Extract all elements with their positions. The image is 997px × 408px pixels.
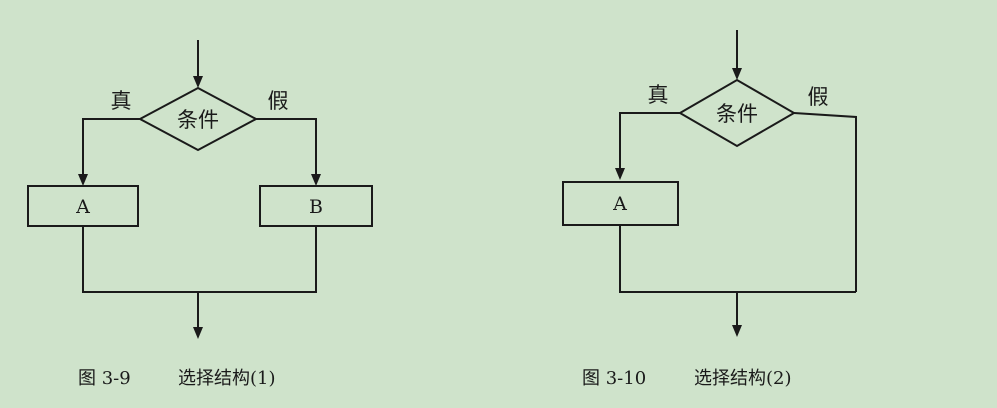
fig2-true-edge [620, 113, 680, 172]
fig1-true-edge [83, 119, 140, 178]
fig2-entry-arrowhead [732, 68, 742, 80]
fig1-false-arrowhead [311, 174, 321, 186]
fig1-caption-number: 图 3-9 [78, 368, 131, 389]
fig1-box-b-label: B [309, 196, 323, 218]
fig1-true-arrowhead [78, 174, 88, 186]
fig1-condition-label: 条件 [177, 108, 219, 132]
fig1-merge-edge [83, 226, 316, 292]
fig2-caption-number: 图 3-10 [582, 368, 646, 389]
fig2-caption-title: 选择结构(2) [694, 368, 792, 389]
fig1-false-label: 假 [268, 89, 289, 113]
fig2-true-arrowhead [615, 168, 625, 180]
fig2-true-label: 真 [648, 83, 669, 107]
fig1-false-edge [256, 119, 316, 178]
fig1-box-a-label: A [75, 196, 90, 218]
fig2-false-label: 假 [808, 85, 829, 109]
figure-3-10: 条件 真 假 A 图 3-10 选择结构(2) [563, 30, 856, 389]
fig2-condition-label: 条件 [716, 102, 758, 126]
fig1-caption-title: 选择结构(1) [178, 368, 276, 389]
fig1-entry-arrowhead [193, 76, 203, 88]
fig2-merge-edge [620, 225, 856, 292]
fig2-box-a-label: A [612, 193, 627, 215]
fig1-true-label: 真 [111, 89, 132, 113]
fig2-exit-arrowhead [732, 325, 742, 337]
fig1-exit-arrowhead [193, 327, 203, 339]
fig2-false-edge [794, 113, 856, 292]
figure-3-9: 条件 真 假 A B 图 3-9 选择结构(1) [28, 40, 372, 389]
